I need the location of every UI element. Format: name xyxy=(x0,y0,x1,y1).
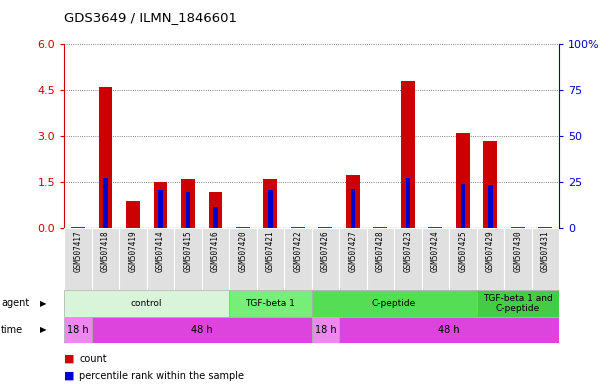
Text: GSM507417: GSM507417 xyxy=(73,230,82,272)
Bar xyxy=(153,182,167,228)
Bar xyxy=(236,227,250,228)
Bar xyxy=(477,228,504,290)
Bar xyxy=(229,228,257,290)
Bar xyxy=(339,317,559,343)
Bar xyxy=(406,178,410,228)
Bar xyxy=(532,228,559,290)
Text: ■: ■ xyxy=(64,354,75,364)
Bar xyxy=(373,227,387,228)
Text: GDS3649 / ILMN_1846601: GDS3649 / ILMN_1846601 xyxy=(64,12,237,25)
Bar xyxy=(488,185,492,228)
Text: 18 h: 18 h xyxy=(315,324,336,335)
Bar xyxy=(339,228,367,290)
Text: TGF-beta 1 and
C-peptide: TGF-beta 1 and C-peptide xyxy=(483,294,553,313)
Text: GSM507414: GSM507414 xyxy=(156,230,165,272)
Bar xyxy=(312,228,339,290)
Bar xyxy=(92,228,119,290)
Bar xyxy=(367,228,394,290)
Bar xyxy=(257,228,284,290)
Bar xyxy=(263,179,277,228)
Bar xyxy=(64,317,92,343)
Bar xyxy=(126,201,140,228)
Text: ■: ■ xyxy=(64,371,75,381)
Text: GSM507427: GSM507427 xyxy=(348,230,357,272)
Text: GSM507416: GSM507416 xyxy=(211,230,220,272)
Text: C-peptide: C-peptide xyxy=(372,299,416,308)
Text: 48 h: 48 h xyxy=(438,324,460,335)
Bar xyxy=(103,178,108,228)
Bar xyxy=(174,228,202,290)
Text: TGF-beta 1: TGF-beta 1 xyxy=(246,299,295,308)
Bar xyxy=(202,228,229,290)
Text: ▶: ▶ xyxy=(40,299,47,308)
Bar xyxy=(477,290,559,317)
Bar xyxy=(181,179,195,228)
Text: GSM507428: GSM507428 xyxy=(376,230,385,272)
Bar xyxy=(64,290,229,317)
Bar xyxy=(158,190,163,228)
Bar xyxy=(71,227,85,228)
Text: ▶: ▶ xyxy=(40,325,47,334)
Text: GSM507418: GSM507418 xyxy=(101,230,110,272)
Bar xyxy=(229,290,312,317)
Bar xyxy=(291,227,305,228)
Bar xyxy=(147,228,174,290)
Bar xyxy=(64,228,92,290)
Bar xyxy=(449,228,477,290)
Bar xyxy=(504,228,532,290)
Bar xyxy=(92,317,312,343)
Bar xyxy=(312,290,477,317)
Text: percentile rank within the sample: percentile rank within the sample xyxy=(79,371,244,381)
Text: GSM507422: GSM507422 xyxy=(293,230,302,272)
Bar xyxy=(422,228,449,290)
Bar xyxy=(346,175,360,228)
Text: GSM507415: GSM507415 xyxy=(183,230,192,272)
Bar xyxy=(538,227,552,228)
Text: GSM507420: GSM507420 xyxy=(238,230,247,272)
Bar xyxy=(394,228,422,290)
Bar xyxy=(428,227,442,228)
Bar xyxy=(268,190,273,228)
Bar xyxy=(461,184,465,228)
Text: GSM507431: GSM507431 xyxy=(541,230,550,272)
Bar xyxy=(312,317,339,343)
Bar xyxy=(351,189,355,228)
Bar xyxy=(401,81,415,228)
Text: GSM507419: GSM507419 xyxy=(128,230,137,272)
Bar xyxy=(98,87,112,228)
Text: GSM507421: GSM507421 xyxy=(266,230,275,272)
Bar xyxy=(119,228,147,290)
Text: 18 h: 18 h xyxy=(67,324,89,335)
Text: control: control xyxy=(131,299,163,308)
Text: GSM507423: GSM507423 xyxy=(403,230,412,272)
Text: GSM507429: GSM507429 xyxy=(486,230,495,272)
Bar xyxy=(284,228,312,290)
Text: count: count xyxy=(79,354,107,364)
Text: GSM507425: GSM507425 xyxy=(458,230,467,272)
Bar xyxy=(483,141,497,228)
Bar xyxy=(318,227,332,228)
Bar xyxy=(511,227,525,228)
Text: agent: agent xyxy=(1,298,29,308)
Text: 48 h: 48 h xyxy=(191,324,213,335)
Bar xyxy=(213,207,218,228)
Text: GSM507424: GSM507424 xyxy=(431,230,440,272)
Text: GSM507430: GSM507430 xyxy=(513,230,522,272)
Bar xyxy=(186,192,190,228)
Text: GSM507426: GSM507426 xyxy=(321,230,330,272)
Bar xyxy=(456,133,470,228)
Text: time: time xyxy=(1,324,23,335)
Bar xyxy=(208,192,222,228)
